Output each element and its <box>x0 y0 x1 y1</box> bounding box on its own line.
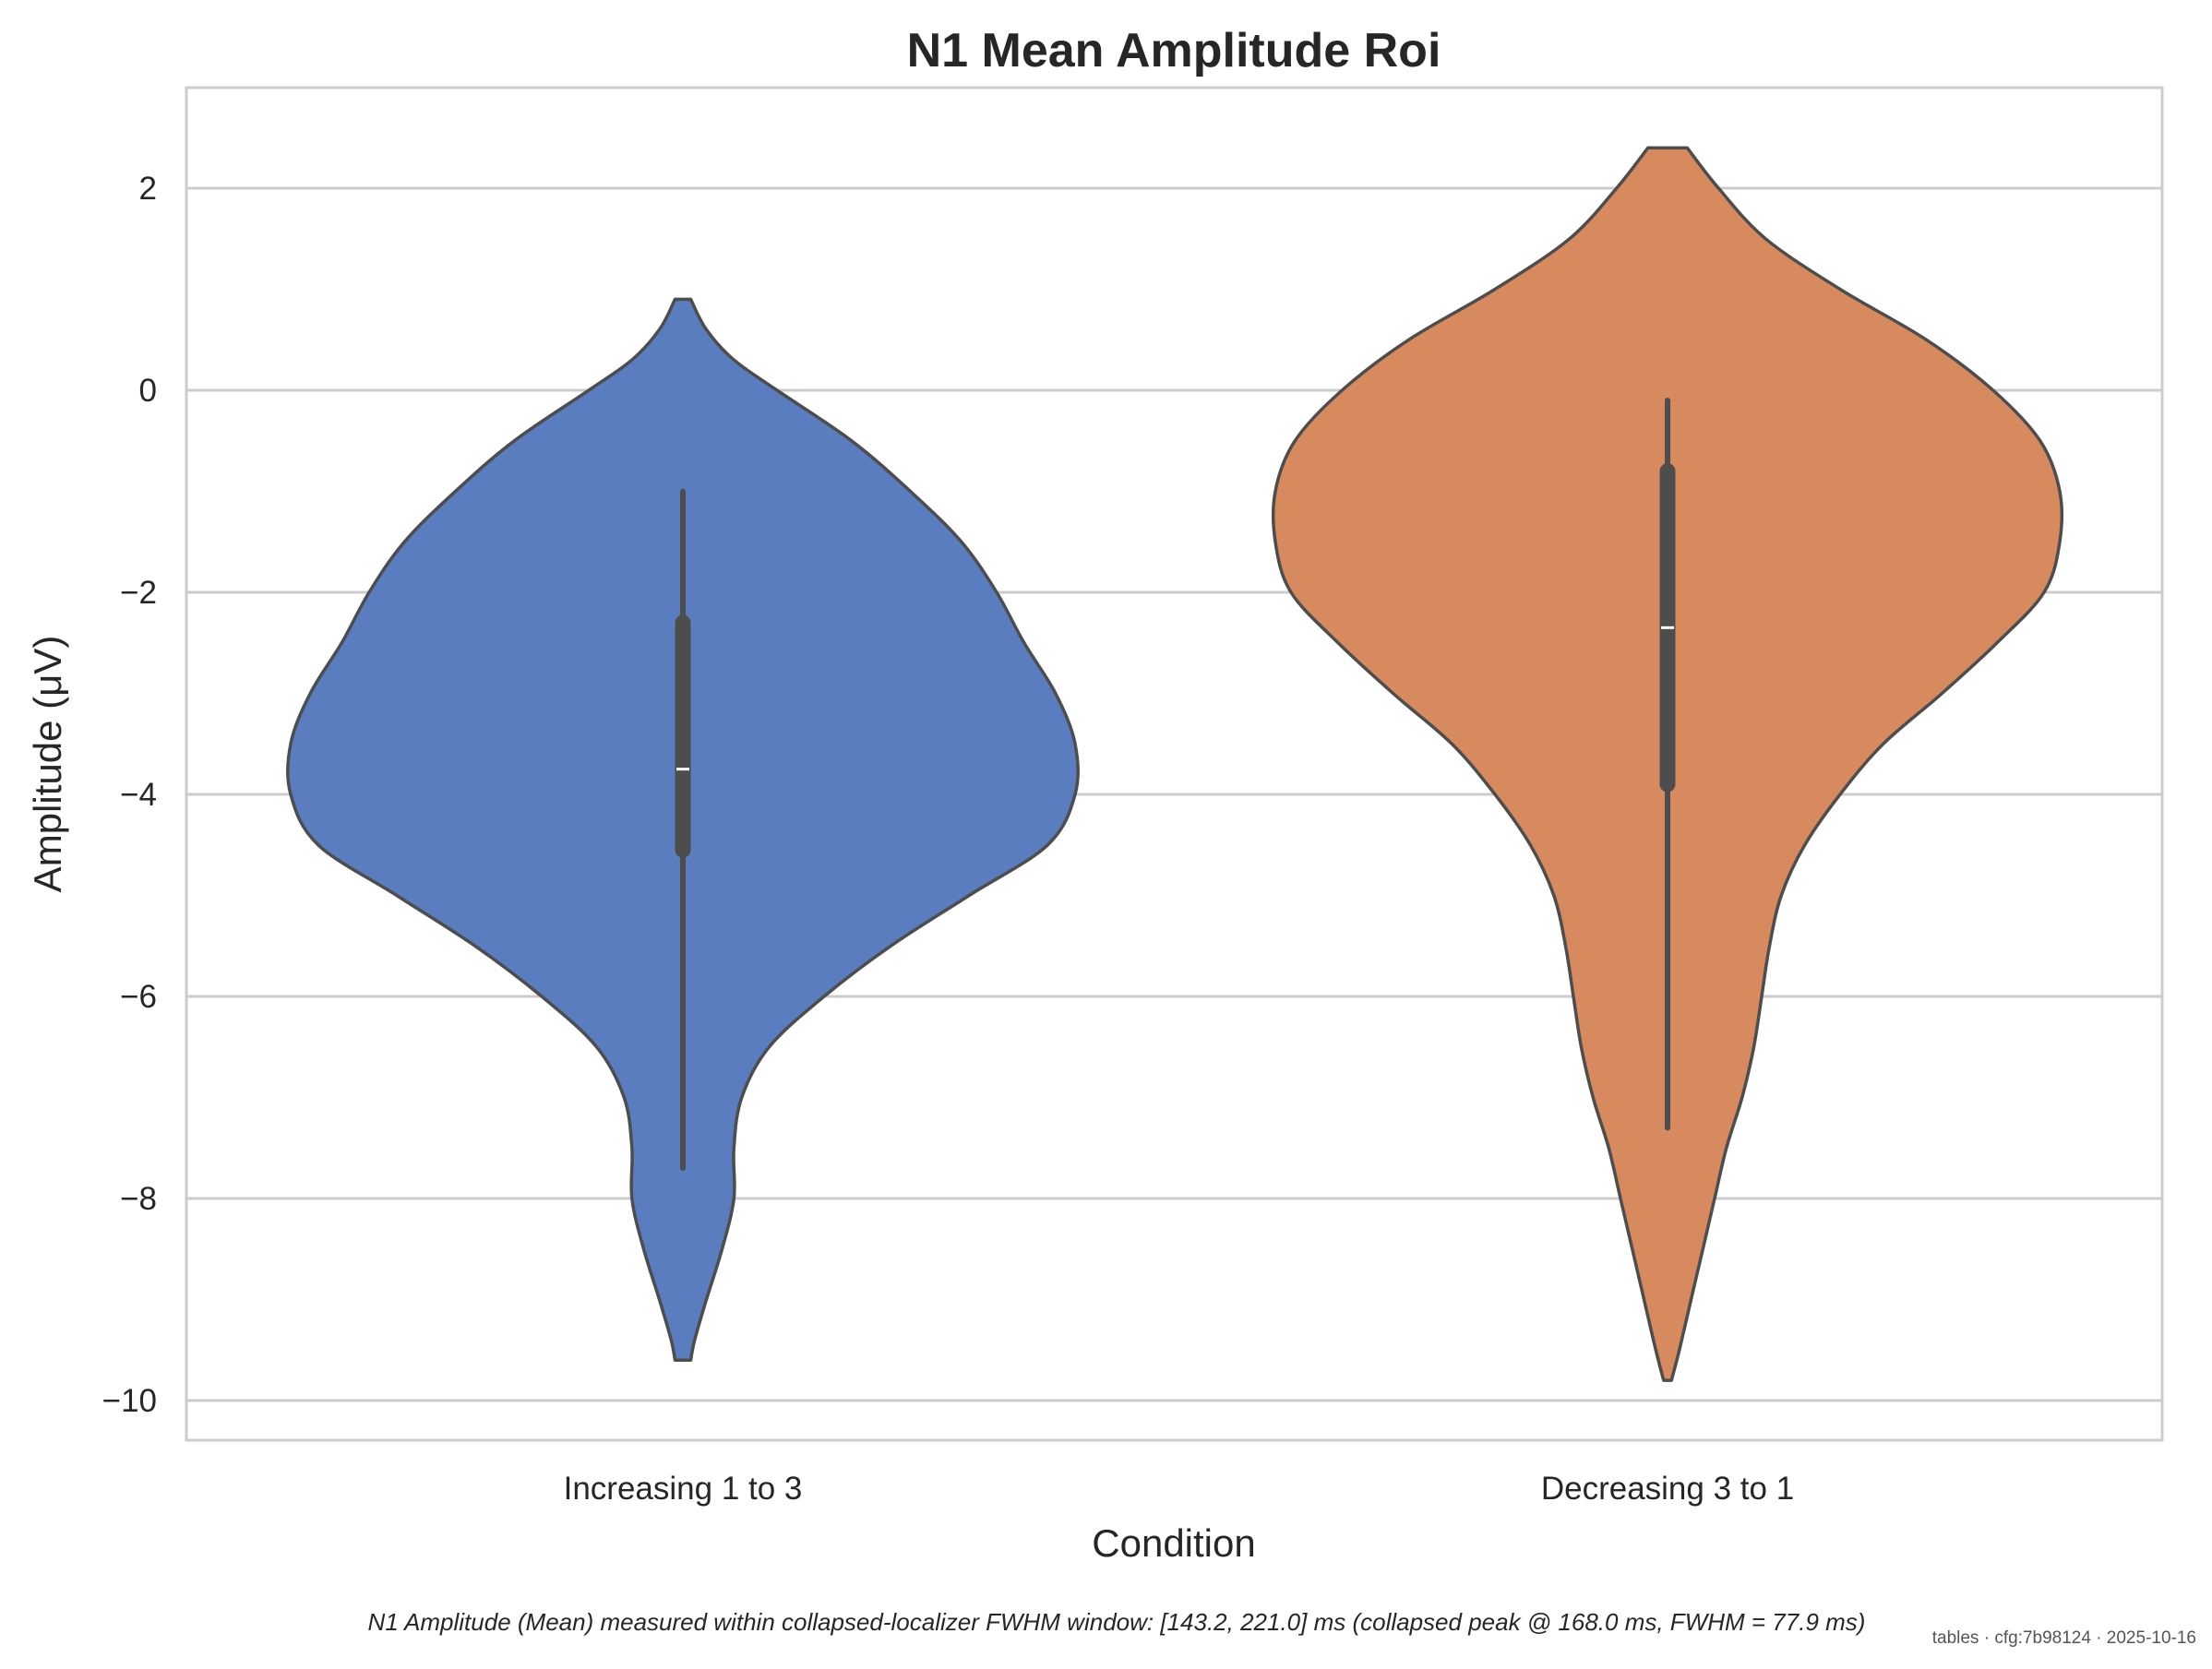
x-tick-label: Decreasing 3 to 1 <box>1541 1471 1794 1507</box>
chart-caption: N1 Amplitude (Mean) measured within coll… <box>368 1608 1866 1636</box>
x-tick-label: Increasing 1 to 3 <box>564 1471 803 1507</box>
y-axis-label: Amplitude (μV) <box>26 636 69 893</box>
chart-title: N1 Mean Amplitude Roi <box>907 24 1441 77</box>
violin-group <box>286 297 1080 1362</box>
plot-frame <box>185 86 2164 1442</box>
violin-group <box>1271 146 2064 1382</box>
y-tick-labels: 2 0 −2 −4 −6 −8 −10 <box>102 171 157 1419</box>
y-tick-label: −10 <box>102 1383 157 1419</box>
y-tick-label: 0 <box>139 373 157 409</box>
footer-stamp: tables · cfg:7b98124 · 2025-10-16 <box>1932 1628 2196 1648</box>
y-tick-label: −2 <box>120 575 157 611</box>
y-tick-label: 2 <box>139 171 157 207</box>
x-tick-labels: Increasing 1 to 3 Decreasing 3 to 1 <box>564 1471 1795 1507</box>
y-tick-label: −4 <box>120 777 157 813</box>
y-tick-label: −6 <box>120 979 157 1015</box>
violin-series <box>286 146 2064 1382</box>
x-axis-label: Condition <box>1092 1521 1255 1565</box>
y-tick-label: −8 <box>120 1181 157 1217</box>
